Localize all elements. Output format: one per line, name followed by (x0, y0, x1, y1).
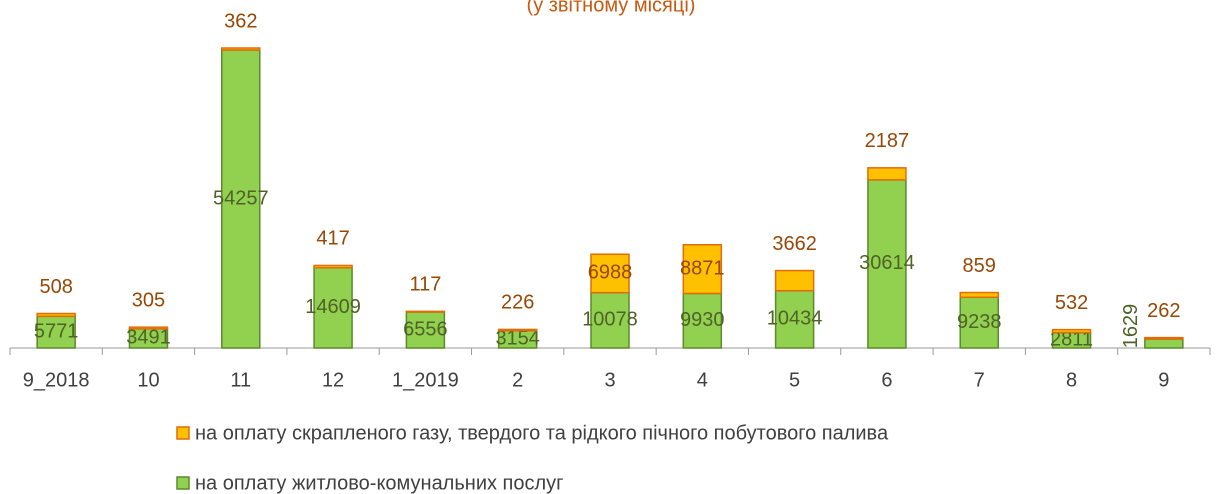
x-tick-label: 12 (322, 369, 344, 391)
data-label: 54257 (213, 187, 269, 209)
data-label: 508 (39, 276, 72, 298)
data-label: 1629 (1120, 304, 1142, 349)
x-tick-label: 9 (1158, 369, 1169, 391)
x-tick-label: 6 (881, 369, 892, 391)
bar-segment (682, 243, 723, 295)
bar-segment (959, 291, 999, 299)
data-label: 226 (501, 292, 534, 314)
bar-segment (221, 47, 261, 51)
bar-segment (128, 326, 169, 330)
legend-swatch (176, 476, 190, 490)
data-label: 10078 (582, 309, 638, 331)
bar-segment (36, 312, 76, 318)
bar-segment (313, 264, 353, 269)
bar-segment (590, 291, 630, 349)
data-label: 8871 (680, 257, 725, 279)
data-label: 5771 (34, 320, 79, 342)
bar-segment (1051, 328, 1092, 334)
chart-title: (у звітному місяці) (527, 0, 696, 16)
x-tick-label: 3 (604, 369, 615, 391)
data-label: 417 (316, 228, 349, 250)
x-tick-label: 9_2018 (23, 369, 90, 391)
data-label: 2811 (1050, 329, 1093, 351)
x-tick-label: 7 (974, 369, 985, 391)
bar-segment (867, 179, 907, 349)
bar-segment (1144, 338, 1184, 349)
bar-segment (1144, 336, 1184, 340)
data-label: 859 (963, 255, 996, 277)
data-label: 3154 (495, 328, 540, 350)
x-tick-label: 2 (512, 369, 523, 391)
data-label: 117 (409, 274, 441, 296)
legend-label: на оплату скрапленого газу, твердого та … (195, 422, 889, 444)
data-label: 3491 (126, 327, 171, 349)
bar-segment (682, 292, 723, 349)
bar-segment (959, 296, 999, 349)
x-tick-label: 5 (789, 369, 800, 391)
data-label: 9238 (957, 311, 1002, 333)
x-tick-label: 4 (697, 369, 708, 391)
x-tick-label: 10 (137, 369, 159, 391)
bar-segment (36, 315, 76, 349)
data-label: 6556 (403, 318, 448, 340)
data-label: 362 (224, 10, 257, 32)
data-label: 6988 (588, 262, 633, 284)
x-tick-label: 11 (230, 369, 251, 391)
bar-segment (867, 167, 907, 181)
bar-segment (590, 253, 630, 294)
data-label: 3662 (772, 233, 817, 255)
x-tick-label: 8 (1066, 369, 1077, 391)
data-label: 532 (1055, 292, 1088, 314)
data-label: 9930 (680, 309, 725, 331)
data-label: 30614 (859, 252, 915, 274)
data-label: 2187 (865, 130, 910, 152)
bar-segment (774, 269, 815, 292)
bar-segment (405, 310, 446, 313)
bar-segment (497, 328, 538, 332)
legend-swatch (176, 426, 190, 440)
x-tick-label: 1_2019 (392, 369, 459, 391)
data-label: 305 (132, 289, 165, 311)
data-label: 14609 (305, 296, 361, 318)
data-label: 10434 (767, 308, 823, 330)
data-label: 262 (1147, 300, 1180, 322)
legend-label: на оплату житлово-комунальних послуг (195, 472, 563, 494)
